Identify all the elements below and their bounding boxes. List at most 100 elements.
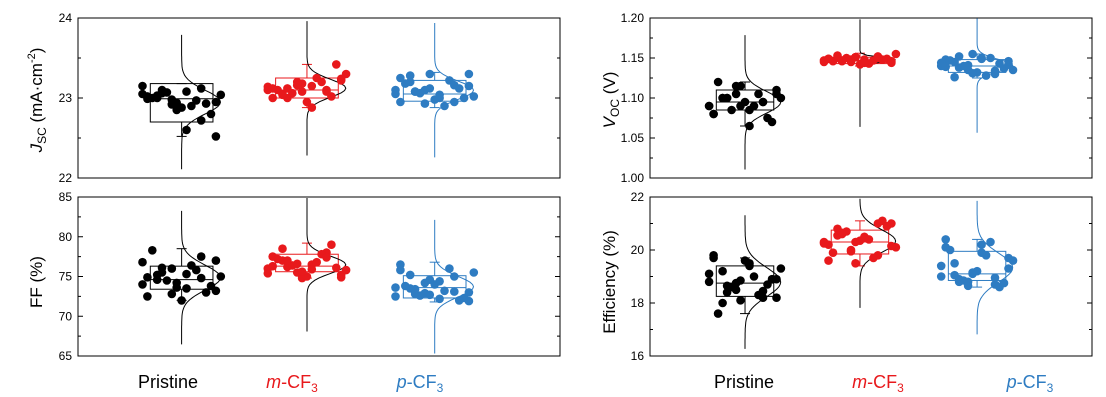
ff-m-cf3-data-point — [312, 257, 322, 267]
voc-pristine-data-point — [754, 89, 763, 99]
jsc-p-cf3-data-point — [396, 97, 405, 107]
ff-pristine-data-point — [201, 288, 211, 297]
voc-m-cf3-data-point — [851, 52, 860, 62]
ff-p-cf3-data-point — [440, 286, 449, 296]
ff-m-cf3-data-point — [332, 263, 341, 273]
eff-m-cf3-data-point — [828, 248, 838, 257]
ff-p-cf3-data-point — [391, 292, 400, 301]
eff-pristine-data-point — [767, 274, 777, 284]
voc-axis-title: VOC (V) — [600, 72, 622, 129]
voc-p-cf3-data-point — [950, 72, 959, 82]
voc-pristine-data-point — [745, 121, 754, 131]
eff-pristine-distribution-curve — [744, 215, 782, 349]
eff-p-cf3-data-point — [963, 281, 973, 291]
voc-p-cf3-data-point — [968, 68, 977, 78]
voc-pristine-data-point — [713, 77, 723, 87]
eff-p-cf3-data-point — [941, 235, 950, 244]
ff-m-cf3-data-point — [297, 267, 307, 277]
voc-m-cf3-data-point — [887, 56, 896, 66]
ff-p-cf3-data-point — [401, 281, 410, 291]
ff-pristine-data-point — [211, 256, 221, 265]
ff-p-cf3-data-point — [410, 284, 420, 294]
ff-m-cf3-data-point — [283, 256, 292, 265]
jsc-p-cf3-data-point — [435, 90, 444, 100]
ff-m-cf3-data-point — [263, 269, 273, 278]
ff-pristine-data-point — [177, 296, 186, 305]
jsc-m-cf3-data-point — [317, 77, 326, 87]
voc-m-cf3-data-point — [837, 56, 847, 65]
voc-pristine-data-point — [727, 105, 736, 115]
ff-pristine-data-point — [157, 263, 167, 273]
jsc-pristine-data-point — [172, 98, 181, 108]
eff-m-cf3-data-point — [819, 239, 829, 248]
eff-p-cf3-data-point — [1004, 253, 1013, 263]
ff-p-cf3-data-point — [405, 270, 415, 280]
voc-pristine-data-point — [772, 89, 781, 99]
category-label-pristine-left: Pristine — [138, 372, 198, 392]
ff-pristine-data-point — [138, 257, 147, 267]
eff-p-cf3-data-point — [936, 272, 946, 281]
ff-m-cf3-data-point — [307, 265, 317, 274]
jsc-m-cf3-distribution-curve — [306, 21, 347, 156]
eff-p-cf3-data-point — [977, 248, 986, 257]
jsc-panel: 22 23 24 — [59, 11, 561, 185]
eff-pristine-data-point — [736, 276, 745, 285]
jsc-m-cf3-data-point — [268, 84, 278, 93]
voc-panel: 1.00 1.05 1.10 1.15 1.20 — [621, 11, 1093, 185]
eff-ytick-label: 18 — [631, 296, 645, 310]
jsc-pristine-data-point — [196, 84, 206, 93]
voc-p-cf3-data-point — [999, 64, 1009, 73]
ff-p-cf3-data-point — [469, 268, 479, 277]
eff-p-cf3-data-point — [936, 261, 946, 271]
eff-p-cf3-data-point — [968, 268, 977, 277]
voc-m-cf3-data-point — [860, 58, 869, 68]
eff-ytick-label: 22 — [631, 190, 645, 204]
jsc-m-cf3-data-point — [336, 74, 346, 84]
eff-p-cf3-data-point — [950, 270, 959, 280]
jsc-m-cf3-data-point — [327, 92, 336, 101]
jsc-pristine-data-point — [206, 109, 216, 119]
voc-p-cf3-data-point — [1008, 65, 1018, 75]
jsc-p-cf3-data-point — [440, 101, 449, 111]
voc-p-cf3-data-point — [981, 71, 991, 80]
jsc-ytick-label: 23 — [59, 91, 73, 105]
voc-m-cf3-distribution-curve — [859, 19, 896, 127]
ff-ytick-label: 75 — [59, 270, 73, 284]
voc-ytick-label: 1.00 — [621, 171, 645, 185]
voc-pristine-data-point — [704, 101, 714, 111]
voc-pristine-data-point — [731, 89, 741, 99]
eff-m-cf3-data-point — [860, 233, 869, 243]
eff-pristine-data-point — [745, 261, 754, 271]
ff-p-cf3-data-point — [425, 290, 435, 300]
ff-p-cf3-data-point — [450, 287, 459, 296]
jsc-pristine-data-point — [143, 94, 152, 104]
ff-m-cf3-data-point — [273, 254, 282, 264]
ff-p-cf3-data-point — [435, 277, 444, 286]
ff-p-cf3-data-point — [445, 264, 454, 273]
ff-pristine-data-point — [152, 275, 162, 285]
jsc-p-cf3-data-point — [401, 79, 410, 88]
ff-pristine-data-point — [138, 280, 147, 289]
ff-pristine-data-point — [182, 284, 191, 293]
voc-pristine-box — [715, 89, 775, 111]
eff-m-cf3-data-point — [846, 247, 856, 256]
jsc-pristine-data-point — [187, 101, 196, 111]
ff-m-cf3-data-point — [336, 273, 346, 282]
ff-pristine-data-point — [167, 264, 177, 273]
voc-pristine-data-point — [722, 93, 732, 103]
ff-pristine-data-point — [182, 269, 191, 279]
jsc-pristine-data-point — [201, 99, 211, 108]
ff-m-cf3-data-point — [292, 259, 302, 269]
eff-pristine-data-point — [736, 296, 745, 305]
category-label-m-cf3-right: m-CF3 — [852, 372, 904, 395]
voc-p-cf3-data-point — [945, 56, 955, 65]
efficiency-panel: 16 18 20 22 — [631, 190, 1093, 363]
ff-pristine-data-point — [196, 252, 206, 261]
eff-p-cf3-data-point — [941, 243, 950, 252]
eff-pristine-data-point — [772, 293, 781, 303]
eff-pristine-data-point — [718, 298, 727, 308]
ff-ytick-label: 65 — [59, 349, 73, 363]
ff-m-cf3-data-point — [341, 265, 351, 275]
voc-p-cf3-data-point — [1004, 56, 1013, 66]
jsc-p-cf3-data-point — [469, 92, 479, 101]
